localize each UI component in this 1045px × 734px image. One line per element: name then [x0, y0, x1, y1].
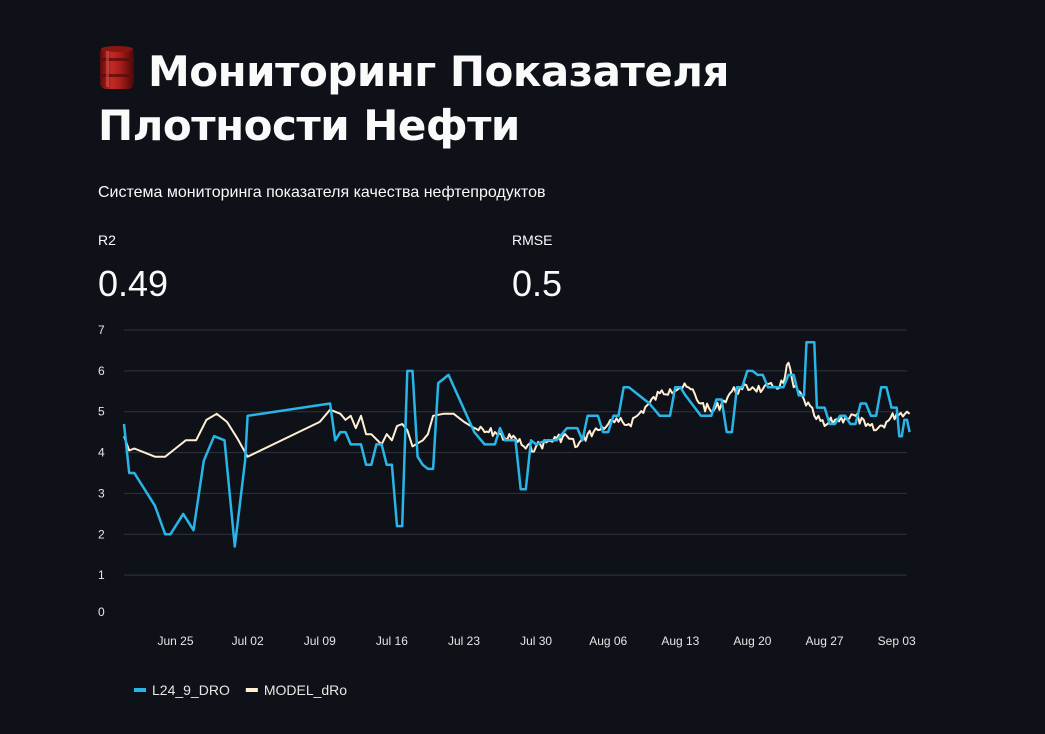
- x-tick-label: Jul 30: [520, 634, 552, 648]
- page-subtitle: Система мониторинга показателя качества …: [98, 184, 546, 201]
- y-tick-label: 2: [98, 527, 105, 541]
- y-tick-label: 7: [98, 323, 105, 337]
- x-axis: Jun 25 Jul 02 Jul 09 Jul 16 Jul 23 Jul 30 Aug …: [157, 634, 916, 648]
- y-axis: 0 1 2 3 4 5 6 7: [98, 323, 105, 619]
- x-tick-label: Jul 02: [232, 634, 264, 648]
- metric-r2-label: R2: [98, 232, 116, 248]
- y-tick-label: 0: [98, 605, 105, 619]
- x-tick-label: Jul 16: [376, 634, 408, 648]
- legend-label[interactable]: MODEL_dRo: [264, 682, 347, 698]
- page-title-text: Мониторинг Показателя Плотности Нефти: [98, 47, 730, 150]
- legend-swatch: [245, 688, 258, 692]
- y-tick-label: 3: [98, 486, 105, 500]
- y-tick-label: 1: [98, 568, 105, 582]
- metric-r2: R2 0.49: [98, 232, 168, 306]
- series-line-model-dro[interactable]: [123, 361, 911, 458]
- metric-rmse-label: RMSE: [512, 232, 553, 248]
- y-tick-label: 4: [98, 446, 105, 460]
- legend-swatch: [134, 688, 146, 692]
- x-tick-label: Jul 23: [448, 634, 480, 648]
- oil-barrel-icon: [100, 46, 134, 89]
- x-tick-label: Aug 20: [733, 634, 771, 648]
- x-tick-label: Sep 03: [878, 634, 916, 648]
- metric-rmse-value: 0.5: [512, 263, 563, 304]
- x-tick-label: Aug 13: [661, 634, 699, 648]
- x-tick-label: Aug 27: [806, 634, 844, 648]
- x-tick-label: Aug 06: [589, 634, 627, 648]
- page-title: Мониторинг Показателя Плотности Нефти: [98, 44, 858, 153]
- chart-legend: L24_9_DRO MODEL_dRo: [134, 682, 347, 698]
- x-tick-label: Jul 09: [304, 634, 336, 648]
- y-tick-label: 5: [98, 405, 105, 419]
- series-line-l24-9-dro[interactable]: [122, 341, 911, 548]
- x-tick-label: Jun 25: [157, 634, 193, 648]
- metric-rmse: RMSE 0.5: [512, 232, 562, 306]
- metric-r2-value: 0.49: [98, 263, 169, 304]
- legend-label[interactable]: L24_9_DRO: [152, 682, 230, 698]
- chart-series: [122, 341, 911, 548]
- y-tick-label: 6: [98, 364, 105, 378]
